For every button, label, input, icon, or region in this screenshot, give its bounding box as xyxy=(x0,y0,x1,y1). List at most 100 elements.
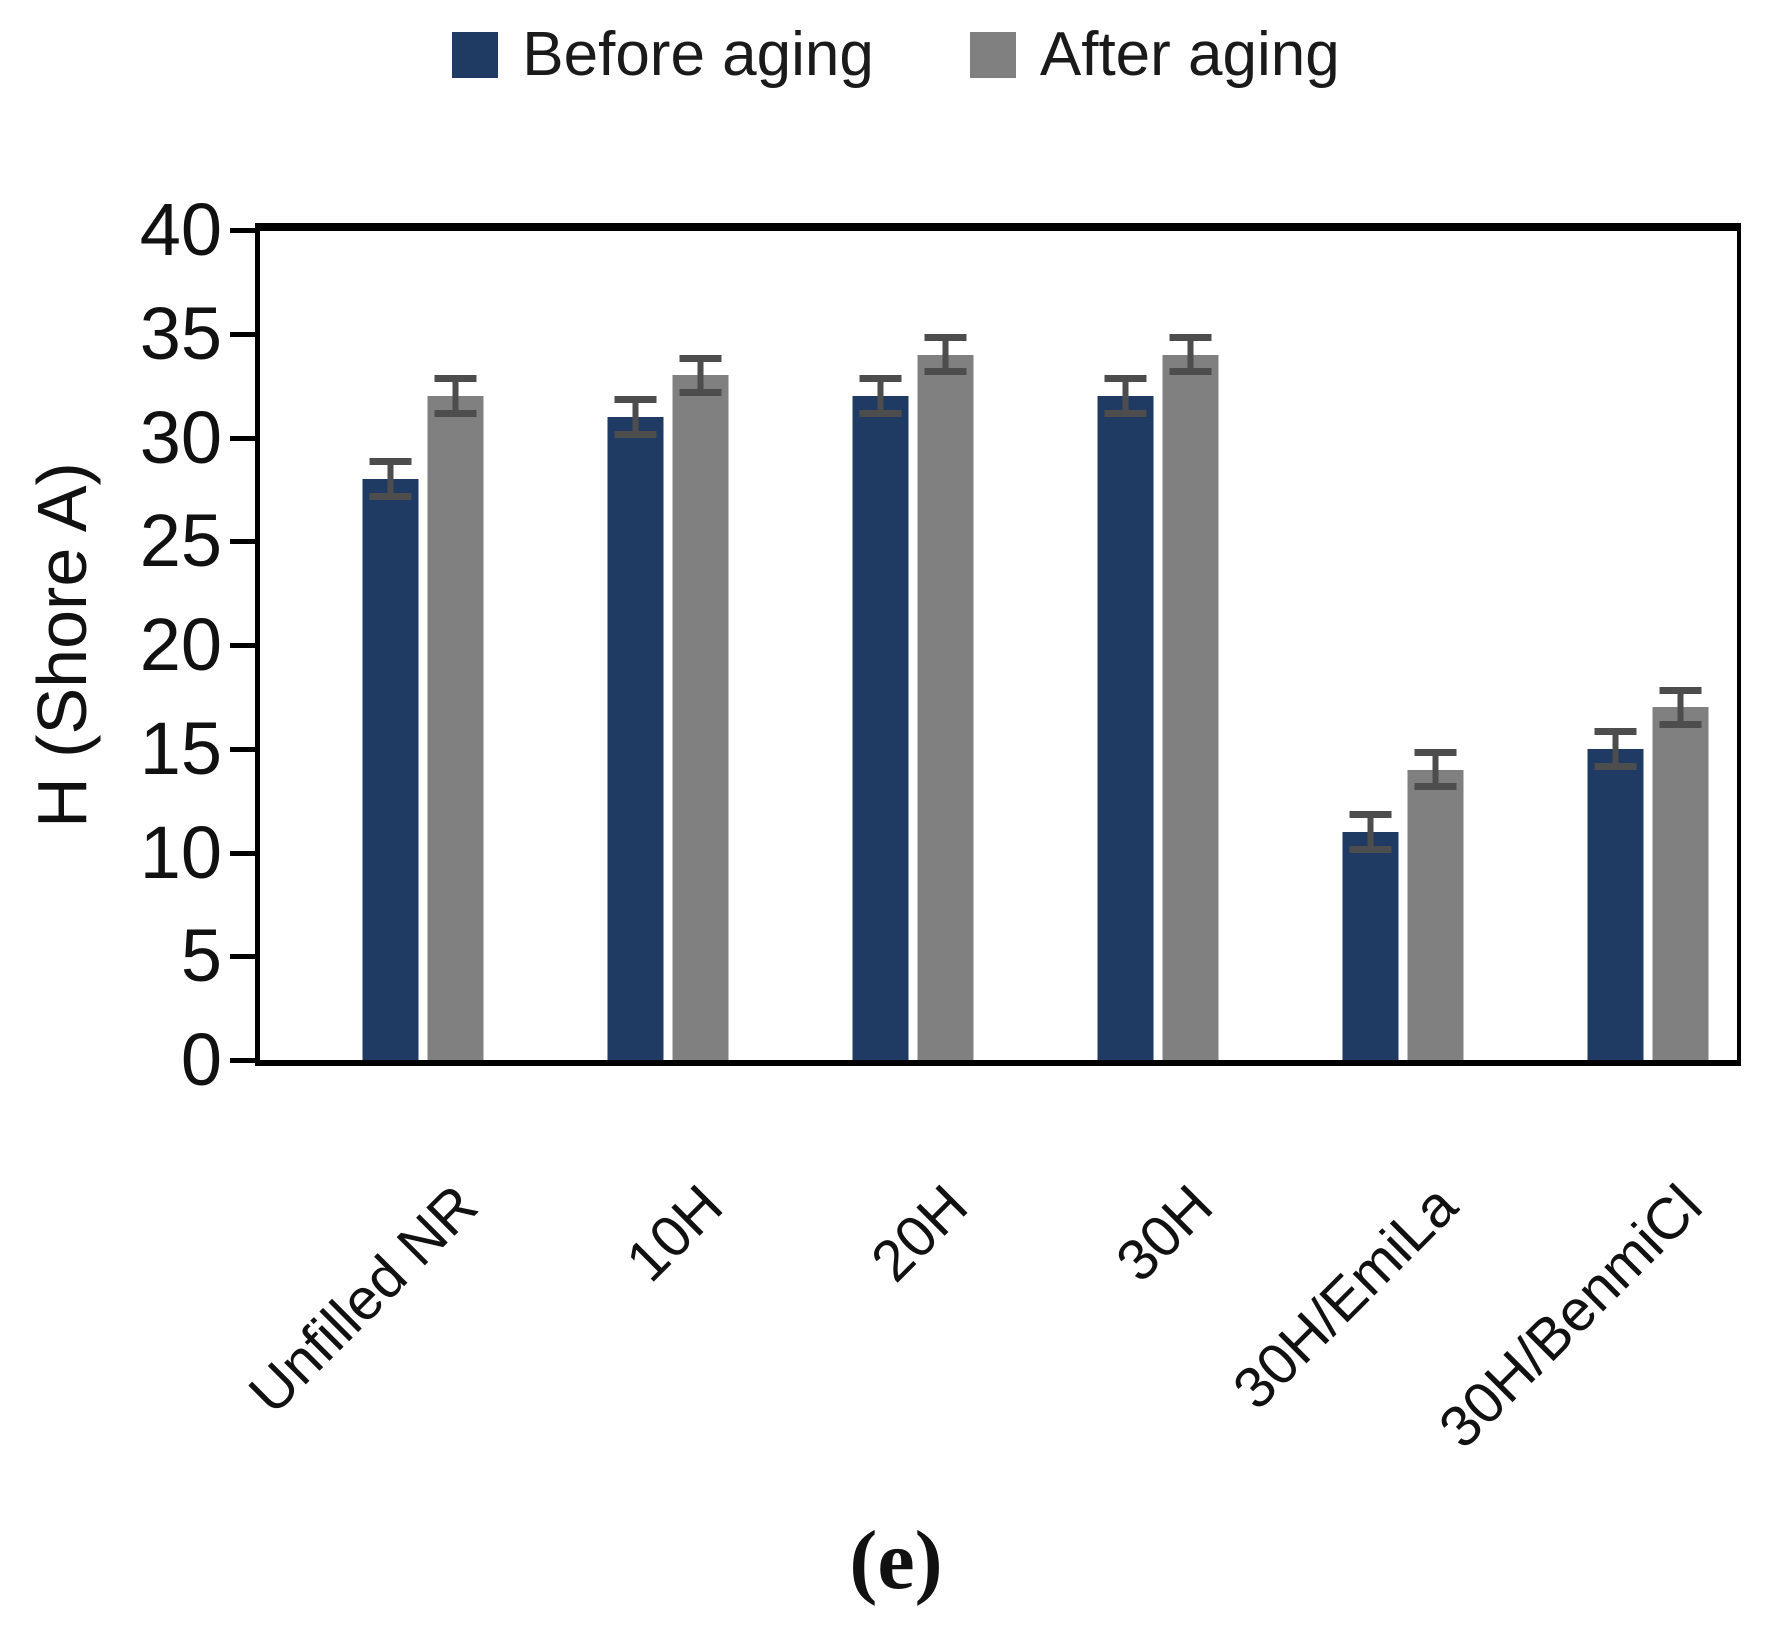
error-bar-cap-top xyxy=(924,333,967,341)
y-tick-label-25: 25 xyxy=(139,499,222,583)
bar-before-aging-30h-benmicl xyxy=(1587,728,1644,1060)
y-tick-label-10: 10 xyxy=(139,810,222,894)
legend-label-before-aging: Before aging xyxy=(522,20,874,89)
x-category-label-30h: 30H xyxy=(1103,1172,1225,1294)
error-bar-cap-bot xyxy=(924,368,967,376)
error-bar-cap-top xyxy=(1659,686,1702,694)
error-bar-before-aging-30h-benmicl xyxy=(1594,728,1637,770)
bar-before-aging-30h xyxy=(1097,375,1154,1060)
error-bar-stem xyxy=(1612,728,1619,770)
error-bar-cap-bot xyxy=(1169,368,1212,376)
error-bar-stem xyxy=(1432,748,1439,791)
error-bar-stem xyxy=(387,458,394,500)
error-bar-cap-top xyxy=(679,354,722,362)
error-bar-after-aging-30h-benmicl xyxy=(1659,686,1702,728)
legend-swatch-before-aging xyxy=(452,32,499,78)
bar-before-aging-20h xyxy=(852,375,909,1060)
y-tick-mark-0 xyxy=(230,1058,256,1063)
legend-swatch-after-aging xyxy=(969,32,1016,78)
bar-group-10h xyxy=(607,354,729,1060)
error-bar-after-aging-30h xyxy=(1169,333,1212,376)
error-bar-cap-top xyxy=(1349,811,1392,818)
bar-after-aging-10h xyxy=(672,354,729,1060)
y-tick-mark-25 xyxy=(230,539,256,545)
error-bar-cap-top xyxy=(1414,748,1457,756)
error-bar-before-aging-unfilled-nr xyxy=(369,458,412,500)
bar-group-30h-emila xyxy=(1342,748,1464,1060)
legend-item-after-aging: After aging xyxy=(969,20,1340,90)
legend: Before aging After aging xyxy=(0,20,1792,90)
bar-before-aging-30h-emila xyxy=(1342,811,1399,1060)
bar-group-20h xyxy=(852,333,974,1060)
error-bar-stem xyxy=(1677,686,1684,728)
bar-after-aging-30h-emila xyxy=(1407,748,1464,1060)
bar-after-aging-20h xyxy=(917,333,974,1060)
error-bar-before-aging-20h xyxy=(859,375,902,417)
error-bar-after-aging-30h-emila xyxy=(1414,748,1457,791)
legend-item-before-aging: Before aging xyxy=(452,20,874,90)
y-tick-mark-35 xyxy=(230,331,256,337)
y-tick-label-30: 30 xyxy=(139,395,222,479)
error-bar-stem xyxy=(697,354,704,396)
error-bar-cap-top xyxy=(369,458,412,466)
plot-border-right xyxy=(1737,230,1741,1060)
y-tick-label-15: 15 xyxy=(139,706,222,790)
y-tick-mark-30 xyxy=(230,435,256,441)
bar-group-30h-benmicl xyxy=(1587,686,1709,1060)
error-bar-cap-top xyxy=(614,396,657,403)
y-tick-mark-20 xyxy=(230,643,256,648)
error-bar-cap-bot xyxy=(1659,721,1702,728)
y-axis-line xyxy=(255,230,260,1066)
plot-area xyxy=(260,230,1740,1060)
error-bar-before-aging-10h xyxy=(614,396,657,438)
error-bar-cap-bot xyxy=(679,389,722,396)
plot-border-top xyxy=(255,223,1741,231)
error-bar-stem xyxy=(942,333,949,376)
y-tick-label-0: 0 xyxy=(180,1018,222,1101)
y-tick-mark-10 xyxy=(230,850,256,856)
error-bar-cap-bot xyxy=(614,430,657,438)
legend-label-after-aging: After aging xyxy=(1039,20,1340,89)
error-bar-cap-bot xyxy=(369,492,412,500)
error-bar-before-aging-30h-emila xyxy=(1349,811,1392,853)
y-tick-mark-5 xyxy=(230,954,256,960)
y-tick-label-5: 5 xyxy=(180,914,222,998)
y-tick-label-35: 35 xyxy=(139,291,222,375)
bar-after-aging-unfilled-nr xyxy=(427,375,484,1060)
error-bar-cap-bot xyxy=(1594,762,1637,770)
error-bar-stem xyxy=(1122,375,1129,417)
error-bar-stem xyxy=(452,375,459,417)
bar-group-unfilled-nr xyxy=(362,375,484,1060)
bar-group-30h xyxy=(1097,333,1219,1060)
error-bar-after-aging-10h xyxy=(679,354,722,396)
bar-after-aging-30h-benmicl xyxy=(1652,686,1709,1060)
error-bar-cap-top xyxy=(859,375,902,383)
error-bar-after-aging-20h xyxy=(924,333,967,376)
error-bar-cap-bot xyxy=(1104,409,1147,417)
error-bar-stem xyxy=(632,396,639,438)
error-bar-cap-top xyxy=(1104,375,1147,383)
error-bar-cap-top xyxy=(1594,728,1637,735)
bar-after-aging-30h xyxy=(1162,333,1219,1060)
x-category-label-30h-benmicl: 30H/BenmiCl xyxy=(1427,1172,1715,1461)
error-bar-cap-bot xyxy=(434,409,477,417)
y-tick-label-20: 20 xyxy=(139,603,222,686)
error-bar-stem xyxy=(1187,333,1194,376)
x-category-label-20h: 20H xyxy=(858,1172,980,1294)
error-bar-cap-top xyxy=(1169,333,1212,341)
error-bar-cap-bot xyxy=(1414,783,1457,791)
y-tick-mark-40 xyxy=(230,228,256,233)
error-bar-stem xyxy=(1367,811,1374,853)
x-category-label-unfilled-nr: Unfilled NR xyxy=(236,1172,490,1427)
error-bar-cap-bot xyxy=(1349,845,1392,853)
x-category-label-10h: 10H xyxy=(613,1172,735,1294)
error-bar-cap-top xyxy=(434,375,477,383)
y-tick-mark-15 xyxy=(230,746,256,752)
error-bar-before-aging-30h xyxy=(1104,375,1147,417)
x-axis-line xyxy=(255,1060,1741,1066)
bar-before-aging-unfilled-nr xyxy=(362,458,419,1060)
error-bar-stem xyxy=(877,375,884,417)
x-category-label-30h-emila: 30H/EmiLa xyxy=(1220,1172,1470,1422)
bar-before-aging-10h xyxy=(607,396,664,1060)
